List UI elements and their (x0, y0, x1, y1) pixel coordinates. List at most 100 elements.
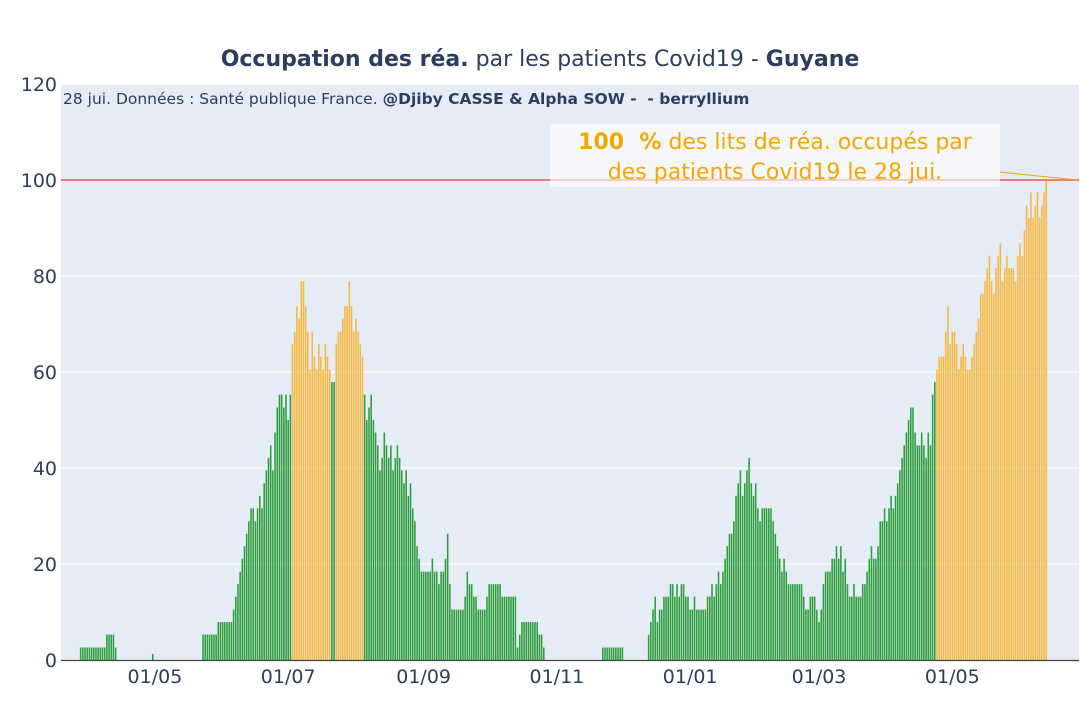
bar (608, 647, 611, 660)
bar (237, 584, 239, 660)
bar (774, 533, 777, 660)
bar (739, 470, 742, 660)
bar (698, 609, 700, 660)
bar (794, 584, 796, 660)
bar (407, 495, 410, 660)
y-tick-label: 60 (33, 362, 57, 384)
bar (776, 546, 779, 660)
bar (442, 571, 445, 660)
bar (429, 571, 431, 660)
bar (269, 445, 272, 660)
x-tick-label: 01/01 (663, 666, 718, 688)
bar (890, 495, 892, 660)
bar (398, 457, 401, 660)
bar (920, 432, 923, 660)
bar (232, 609, 235, 660)
bar (477, 609, 480, 660)
bar (256, 508, 259, 660)
bar (669, 584, 672, 660)
bar (658, 609, 661, 660)
bar (394, 457, 397, 660)
bar (654, 596, 656, 660)
bar (724, 558, 726, 660)
bar (213, 634, 215, 660)
bar (250, 508, 252, 660)
bar (234, 596, 237, 660)
bar (518, 634, 521, 660)
bar (475, 596, 477, 660)
annotation-value: 100 % (578, 130, 661, 155)
bar (350, 306, 353, 660)
bar (309, 369, 311, 660)
bar (1006, 255, 1008, 660)
bar (695, 609, 698, 660)
bar (112, 634, 115, 660)
bar (726, 546, 729, 660)
bar (208, 634, 211, 660)
bar (763, 508, 766, 660)
bar (313, 356, 316, 660)
bar (263, 483, 265, 660)
bar (1010, 268, 1013, 660)
bar (689, 609, 691, 660)
bar (315, 369, 318, 660)
bar (411, 508, 414, 660)
bar (219, 622, 222, 660)
bar (684, 596, 687, 660)
bar (466, 571, 469, 660)
bar (339, 331, 342, 660)
bar (248, 521, 250, 660)
bar (835, 546, 838, 660)
bar (813, 596, 816, 660)
bar (916, 445, 919, 660)
bar (861, 584, 864, 660)
bar (665, 596, 667, 660)
bar-series (79, 180, 1048, 661)
bar (82, 647, 84, 660)
bar (516, 647, 519, 660)
bar (505, 596, 508, 660)
bar (508, 596, 510, 660)
bar (929, 445, 932, 660)
bar (743, 483, 746, 660)
bar (376, 445, 379, 660)
bar (866, 571, 868, 660)
bar (359, 344, 362, 660)
bar (772, 521, 774, 660)
bar (702, 609, 705, 660)
bar (973, 344, 975, 660)
bar (807, 609, 809, 660)
bar (108, 634, 110, 660)
source-note-text: 28 jui. Données : Santé publique France. (63, 90, 383, 108)
x-axis-ticks: 01/05 01/07 01/09 01/11 01/01 01/03 01/05 (128, 666, 980, 688)
bar (449, 584, 451, 660)
bar (221, 622, 224, 660)
bar (875, 558, 877, 660)
bar (1032, 217, 1034, 661)
bar (816, 609, 818, 660)
bar (333, 382, 335, 660)
bar (431, 558, 434, 660)
bar (252, 508, 255, 660)
chart-title: Occupation des réa. par les patients Cov… (221, 47, 860, 72)
bar (617, 647, 619, 660)
bar (536, 622, 539, 660)
bar (818, 622, 820, 660)
bar (966, 369, 969, 660)
bar (704, 609, 707, 660)
bar (851, 596, 853, 660)
bar (409, 483, 412, 660)
bar (357, 331, 359, 660)
bar (811, 596, 814, 660)
bar (798, 584, 801, 660)
bar (492, 584, 495, 660)
bar (324, 344, 327, 660)
bar (390, 445, 392, 660)
bar (914, 432, 916, 660)
bar (778, 558, 781, 660)
bar (499, 584, 501, 660)
grid-lines (61, 83, 1079, 565)
bar (243, 546, 246, 660)
bar (676, 584, 678, 660)
